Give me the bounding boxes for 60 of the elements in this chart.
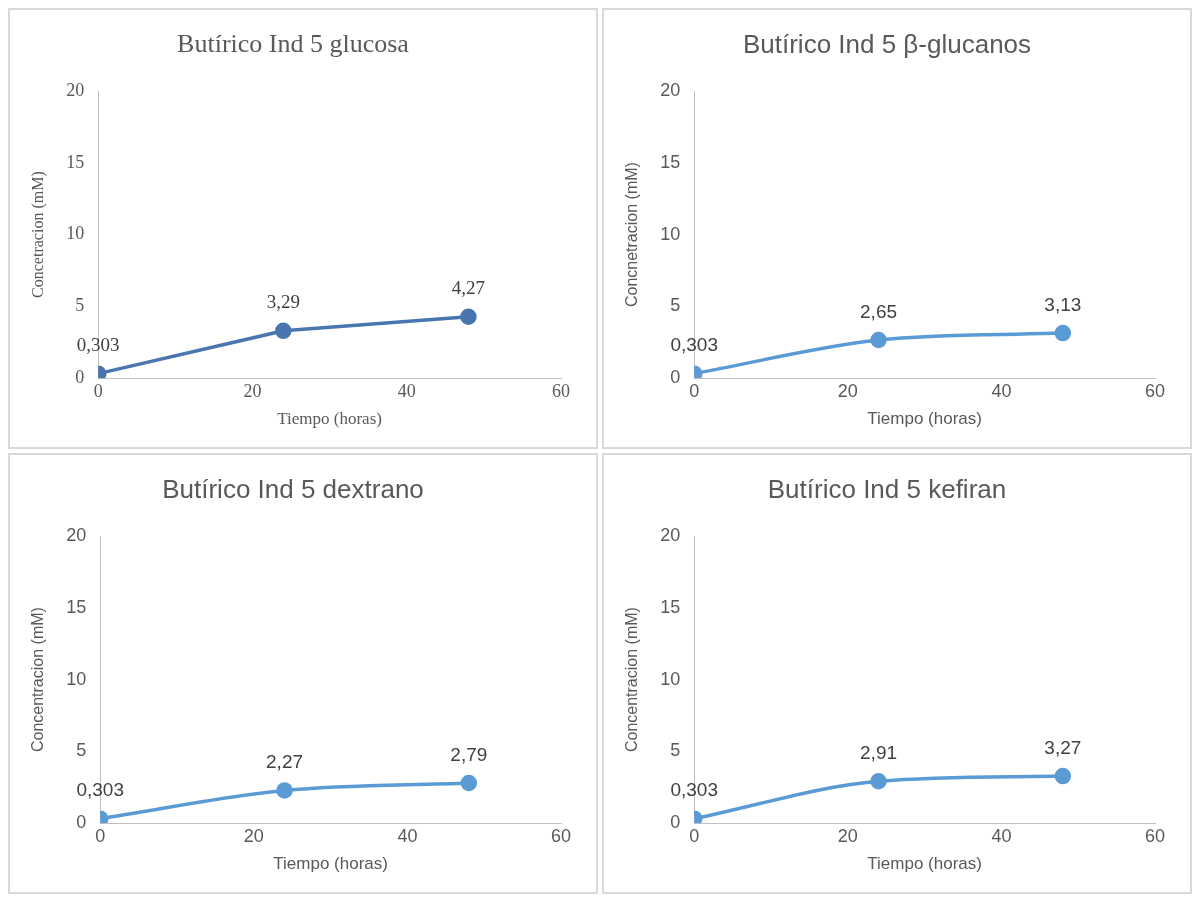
chart-title: Butírico Ind 5 β-glucanos — [742, 28, 1032, 59]
y-tick-label: 20 — [66, 79, 85, 100]
y-tick-label: 10 — [66, 222, 85, 243]
y-axis-title: Concentracion (mM) — [29, 606, 47, 752]
y-tick-label: 0 — [670, 811, 681, 832]
y-tick-label: 0 — [670, 366, 681, 387]
data-label: 3,13 — [1044, 293, 1082, 315]
x-axis-title: Tiempo (horas) — [277, 408, 382, 428]
data-label: 0,303 — [76, 333, 120, 355]
y-tick-label: 15 — [660, 151, 681, 172]
y-axis-title: Concentracion (mM) — [623, 606, 641, 752]
y-tick-label: 0 — [75, 366, 85, 387]
x-tick-label: 40 — [991, 380, 1012, 401]
x-tick-label: 20 — [837, 380, 858, 401]
x-tick-label: 20 — [243, 825, 264, 846]
y-tick-label: 10 — [660, 223, 681, 244]
y-tick-label: 15 — [660, 596, 681, 617]
data-label: 4,27 — [451, 276, 486, 298]
x-axis-title: Tiempo (horas) — [867, 853, 982, 873]
x-axis-title: Tiempo (horas) — [867, 408, 982, 428]
y-axis-title: Concnetracion (mM) — [623, 161, 641, 307]
x-tick-label: 0 — [93, 380, 103, 401]
data-label: 2,91 — [860, 741, 898, 763]
x-tick-label: 60 — [1144, 380, 1166, 401]
y-tick-label: 15 — [66, 151, 85, 172]
x-tick-label: 0 — [689, 380, 700, 401]
data-label: 0,303 — [76, 778, 124, 800]
y-tick-label: 10 — [660, 668, 681, 689]
x-tick-label: 20 — [837, 825, 858, 846]
x-tick-label: 0 — [689, 825, 700, 846]
x-tick-label: 40 — [991, 825, 1012, 846]
y-tick-label: 0 — [76, 811, 87, 832]
data-label: 2,27 — [266, 750, 304, 772]
y-tick-label: 5 — [76, 739, 87, 760]
y-tick-label: 20 — [660, 79, 681, 100]
data-label: 0,303 — [670, 778, 718, 800]
x-tick-label: 40 — [397, 825, 418, 846]
x-tick-label: 40 — [397, 380, 416, 401]
x-tick-label: 60 — [1144, 825, 1166, 846]
data-label: 0,303 — [670, 333, 718, 355]
y-tick-label: 5 — [670, 739, 681, 760]
data-label: 3,29 — [266, 290, 300, 312]
y-tick-label: 5 — [75, 294, 85, 315]
x-tick-label: 60 — [552, 380, 570, 401]
chart-title: Butírico Ind 5 glucosa — [177, 28, 410, 58]
x-tick-label: 60 — [550, 825, 572, 846]
y-tick-label: 10 — [66, 668, 87, 689]
chart-title: Butírico Ind 5 kefiran — [767, 473, 1007, 504]
data-label: 2,79 — [450, 743, 488, 765]
x-axis-title: Tiempo (horas) — [273, 853, 388, 873]
y-tick-label: 5 — [670, 294, 681, 315]
y-tick-label: 15 — [66, 596, 87, 617]
data-label: 2,65 — [860, 300, 898, 322]
y-tick-label: 20 — [660, 524, 681, 545]
data-label: 3,27 — [1044, 736, 1082, 758]
y-tick-label: 20 — [66, 524, 87, 545]
x-tick-label: 0 — [95, 825, 106, 846]
chart-title: Butírico Ind 5 dextrano — [162, 473, 424, 504]
y-axis-title: Concetracion (mM) — [28, 170, 47, 298]
x-tick-label: 20 — [243, 380, 262, 401]
